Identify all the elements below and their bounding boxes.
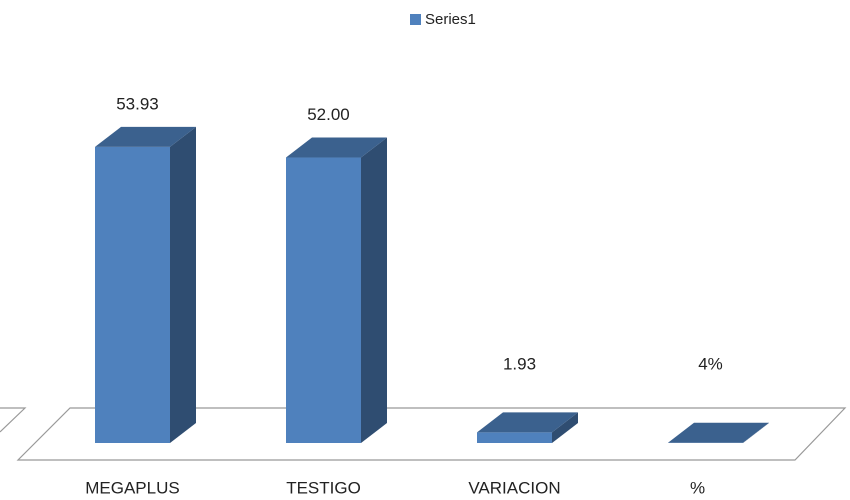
bar-top: [668, 422, 769, 443]
legend-swatch: [410, 14, 421, 25]
floor: [16, 407, 847, 461]
bar-side: [361, 137, 387, 443]
x-tick-label: MEGAPLUS: [85, 478, 179, 497]
bar-side: [743, 422, 769, 443]
data-label: 1.93: [503, 354, 536, 373]
bar: [95, 146, 170, 443]
data-label: 53.93: [116, 94, 159, 113]
data-label: 52.00: [307, 105, 350, 124]
wall-edge: [0, 407, 27, 433]
bar-top: [286, 137, 387, 158]
bar-side: [170, 126, 196, 443]
x-tick-label: VARIACION: [468, 478, 560, 497]
data-label: 4%: [698, 354, 723, 373]
bar: [477, 432, 552, 443]
legend-label: Series1: [425, 11, 476, 28]
x-tick-label: %: [690, 478, 705, 497]
bar: [286, 157, 361, 443]
x-tick-label: TESTIGO: [286, 478, 361, 497]
bar-top: [95, 126, 196, 147]
bar-side: [552, 412, 578, 443]
bar-top: [477, 412, 578, 433]
